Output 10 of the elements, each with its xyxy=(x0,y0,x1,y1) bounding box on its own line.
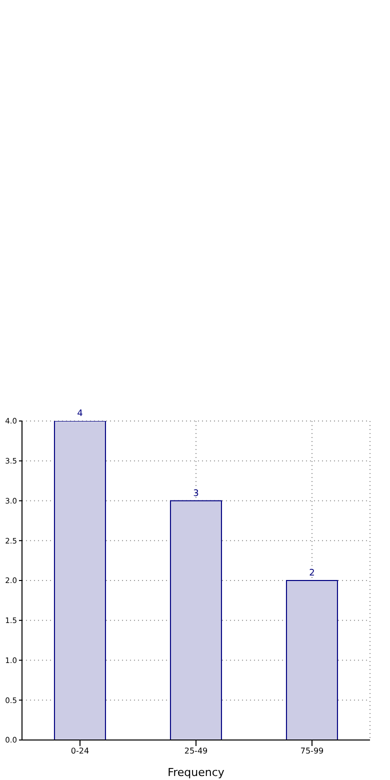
data-label: 4 xyxy=(77,409,84,419)
x-tick-label: 0-24 xyxy=(70,746,90,756)
x-tick-label: 25-49 xyxy=(184,746,208,756)
bar xyxy=(286,580,338,740)
data-label: 3 xyxy=(193,488,199,499)
bar xyxy=(54,421,106,740)
bar xyxy=(170,500,222,740)
data-label: 2 xyxy=(309,568,315,578)
x-axis-title: Frequency xyxy=(168,766,225,779)
x-tick-label: 75-99 xyxy=(300,746,324,756)
